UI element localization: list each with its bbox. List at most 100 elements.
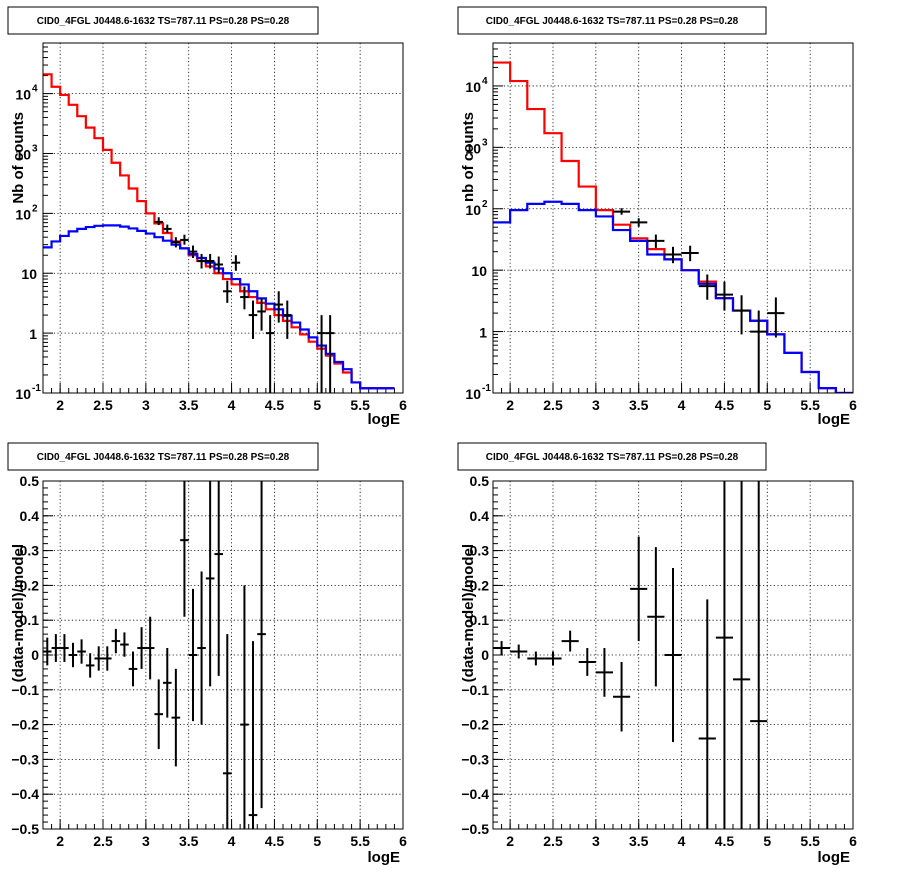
data-point [283, 300, 292, 339]
data-point [77, 639, 86, 664]
x-tick-label: 6 [849, 397, 857, 413]
data-point [197, 253, 206, 269]
data-point [265, 315, 275, 393]
y-tick-exponent: -1 [482, 383, 491, 394]
x-tick-label: 4 [678, 833, 686, 849]
data-point [145, 616, 155, 680]
y-tick-label: −0.4 [11, 786, 39, 802]
y-tick-label: 0.3 [470, 543, 490, 559]
data-point [188, 588, 198, 722]
data-point [510, 644, 528, 659]
x-tick-label: 4.5 [265, 397, 285, 413]
data-point [647, 547, 665, 687]
chart-panel-2: CID0_4FGL J0448.6-1632 TS=787.11 PS=0.28… [457, 6, 857, 428]
chart-title-box [457, 442, 767, 471]
x-tick-label: 5.5 [800, 833, 820, 849]
data-point [240, 585, 249, 829]
data-point [180, 234, 189, 245]
data-point [257, 481, 266, 809]
data-point [171, 237, 181, 248]
plot-frame [42, 480, 404, 830]
data-point [43, 637, 52, 666]
data-point [214, 256, 223, 274]
y-tick-label: 0.4 [20, 508, 40, 524]
data-point [630, 536, 648, 642]
data-point [128, 651, 138, 687]
x-tick-label: 3 [142, 833, 150, 849]
data-point [561, 630, 579, 652]
x-tick-label: 2 [56, 833, 64, 849]
y-tick-label: 0.4 [470, 508, 490, 524]
data-point [197, 571, 206, 725]
data-point [154, 217, 163, 225]
data-point [715, 481, 733, 829]
data-point [613, 208, 631, 215]
plot-frame [492, 480, 854, 830]
chart-title-box [7, 6, 319, 35]
data-point [493, 641, 511, 655]
y-tick-label: 0.3 [20, 543, 40, 559]
data-point [188, 245, 198, 258]
x-tick-label: 2.5 [93, 833, 113, 849]
data-point [595, 648, 613, 697]
x-axis-label: logE [368, 411, 401, 428]
data-point [223, 634, 232, 829]
x-tick-label: 6 [399, 397, 407, 413]
y-axis-label: (data-model)/model [10, 544, 27, 682]
y-tick-label: 0.2 [20, 577, 40, 593]
data-point [733, 481, 751, 829]
y-tick-exponent: 2 [482, 199, 488, 210]
data-point [578, 648, 596, 676]
histogram-series-1 [493, 61, 853, 393]
chart-title: CID0_4FGL J0448.6-1632 TS=787.11 PS=0.28… [486, 16, 739, 27]
y-tick-label: 1 [479, 325, 487, 341]
y-tick-label: 0.5 [470, 473, 490, 489]
data-point [647, 234, 665, 248]
x-tick-label: 3 [592, 833, 600, 849]
plot-area [43, 73, 395, 393]
histogram-series-2 [43, 224, 395, 390]
data-point [231, 255, 241, 271]
x-axis-label: logE [818, 849, 851, 866]
data-point [630, 218, 648, 227]
x-tick-label: 4.5 [715, 397, 735, 413]
x-tick-label: 5.5 [350, 397, 370, 413]
chart-title-box [7, 442, 319, 471]
x-tick-label: 3.5 [179, 833, 199, 849]
y-tick-label: 10 [465, 140, 481, 156]
x-tick-label: 4 [228, 833, 236, 849]
x-tick-label: 2 [506, 833, 514, 849]
x-tick-label: 4 [228, 397, 236, 413]
y-tick-label: −0.5 [461, 821, 489, 837]
x-tick-label: 4 [678, 397, 686, 413]
x-tick-label: 3.5 [629, 833, 649, 849]
y-tick-exponent: 3 [32, 143, 38, 154]
data-point [214, 481, 223, 676]
plot-frame [492, 42, 854, 394]
data-point [544, 651, 562, 666]
y-tick-exponent: 2 [32, 203, 38, 214]
data-point [103, 646, 112, 671]
y-tick-label: −0.5 [11, 821, 39, 837]
y-tick-exponent: 3 [482, 137, 488, 148]
x-tick-label: 3.5 [179, 397, 199, 413]
y-tick-exponent: 4 [482, 76, 488, 87]
data-point [180, 481, 189, 617]
y-axis-label: (data-model)/model [460, 544, 477, 682]
plot-area [493, 481, 768, 829]
data-point [733, 295, 751, 335]
y-tick-label: −0.4 [461, 786, 489, 802]
y-tick-label: 10 [471, 263, 487, 279]
data-point [171, 668, 181, 767]
data-point [205, 481, 215, 687]
data-point [68, 642, 78, 668]
plot-area [493, 61, 853, 393]
data-point [325, 315, 335, 393]
data-point [664, 246, 682, 264]
data-point [154, 679, 163, 749]
x-axis-label: logE [368, 849, 401, 866]
plot-area [43, 481, 266, 829]
chart-title-box [457, 6, 767, 35]
y-tick-label: −0.2 [461, 717, 489, 733]
data-point [715, 281, 733, 311]
